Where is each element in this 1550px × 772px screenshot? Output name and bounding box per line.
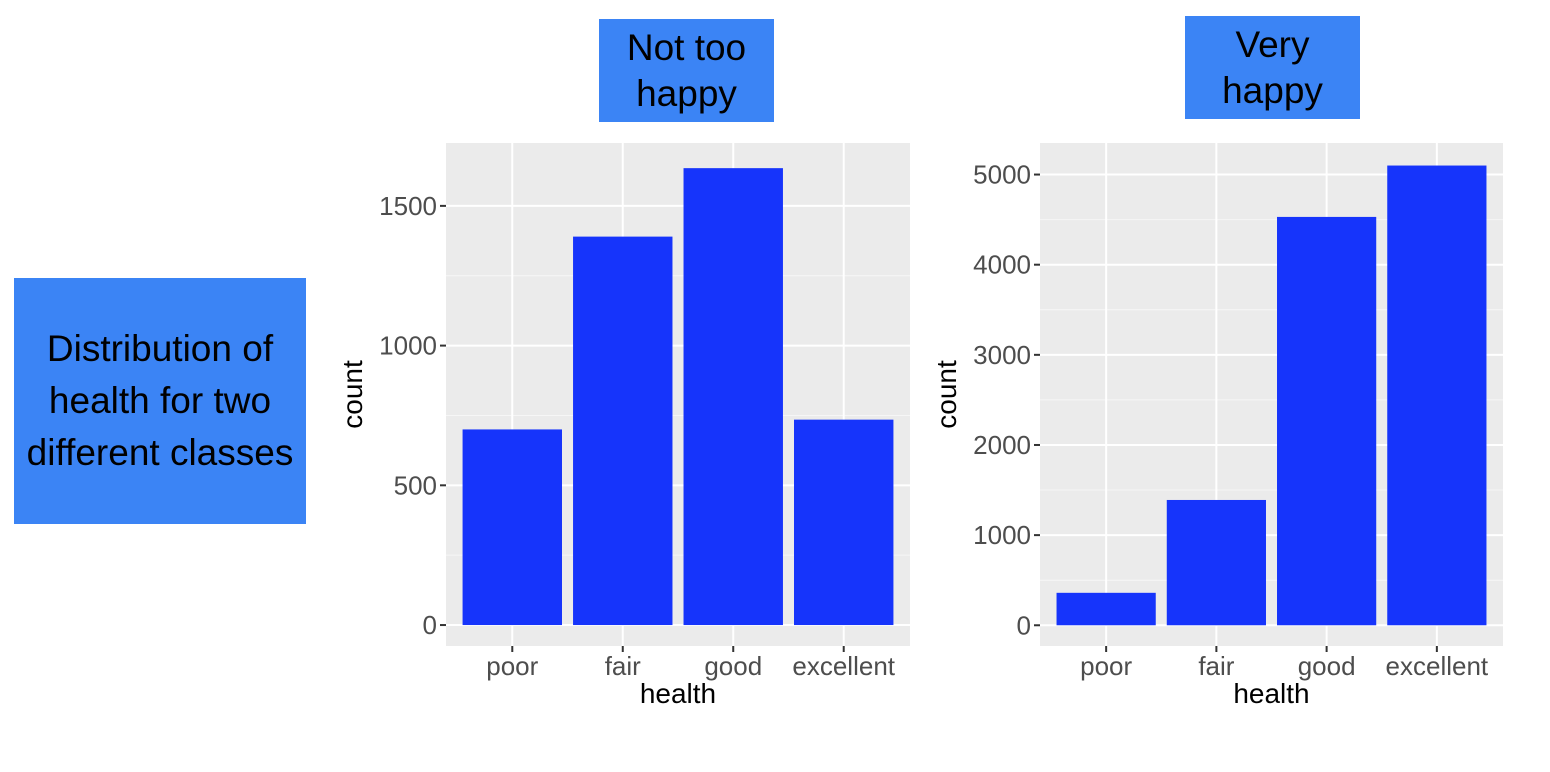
y-tick-label: 4000 — [973, 250, 1031, 280]
x-tick-label: excellent — [1386, 651, 1489, 681]
y-axis-title: count — [337, 360, 368, 429]
bar-excellent — [1387, 165, 1487, 626]
y-tick-label: 0 — [1017, 610, 1031, 640]
y-tick-label: 1000 — [973, 520, 1031, 550]
x-axis-title: health — [1233, 678, 1309, 709]
y-axis-title: count — [931, 360, 962, 429]
y-tick-label: 500 — [394, 470, 437, 500]
bar-fair — [573, 236, 673, 626]
x-axis-title: health — [640, 678, 716, 709]
bar-good — [1277, 216, 1377, 626]
x-tick-label: fair — [1198, 651, 1234, 681]
bar-poor — [462, 429, 562, 626]
y-tick-label: 5000 — [973, 160, 1031, 190]
y-tick-label: 0 — [423, 610, 437, 640]
x-tick-label: excellent — [792, 651, 895, 681]
bar-fair — [1166, 499, 1266, 626]
y-tick-label: 1500 — [379, 191, 437, 221]
panel-title-not-too-happy: Not too happy — [599, 19, 774, 122]
x-tick-label: fair — [605, 651, 641, 681]
x-tick-label: poor — [1080, 651, 1132, 681]
bar-good — [683, 168, 783, 626]
x-tick-label: good — [704, 651, 762, 681]
panel-title-very-happy: Very happy — [1185, 16, 1360, 119]
x-tick-label: poor — [486, 651, 538, 681]
bar-excellent — [794, 419, 894, 626]
x-tick-label: good — [1298, 651, 1356, 681]
y-tick-label: 3000 — [973, 340, 1031, 370]
y-tick-label: 1000 — [379, 331, 437, 361]
bar-poor — [1056, 592, 1156, 626]
y-tick-label: 2000 — [973, 430, 1031, 460]
side-label: Distribution of health for two different… — [14, 278, 306, 524]
